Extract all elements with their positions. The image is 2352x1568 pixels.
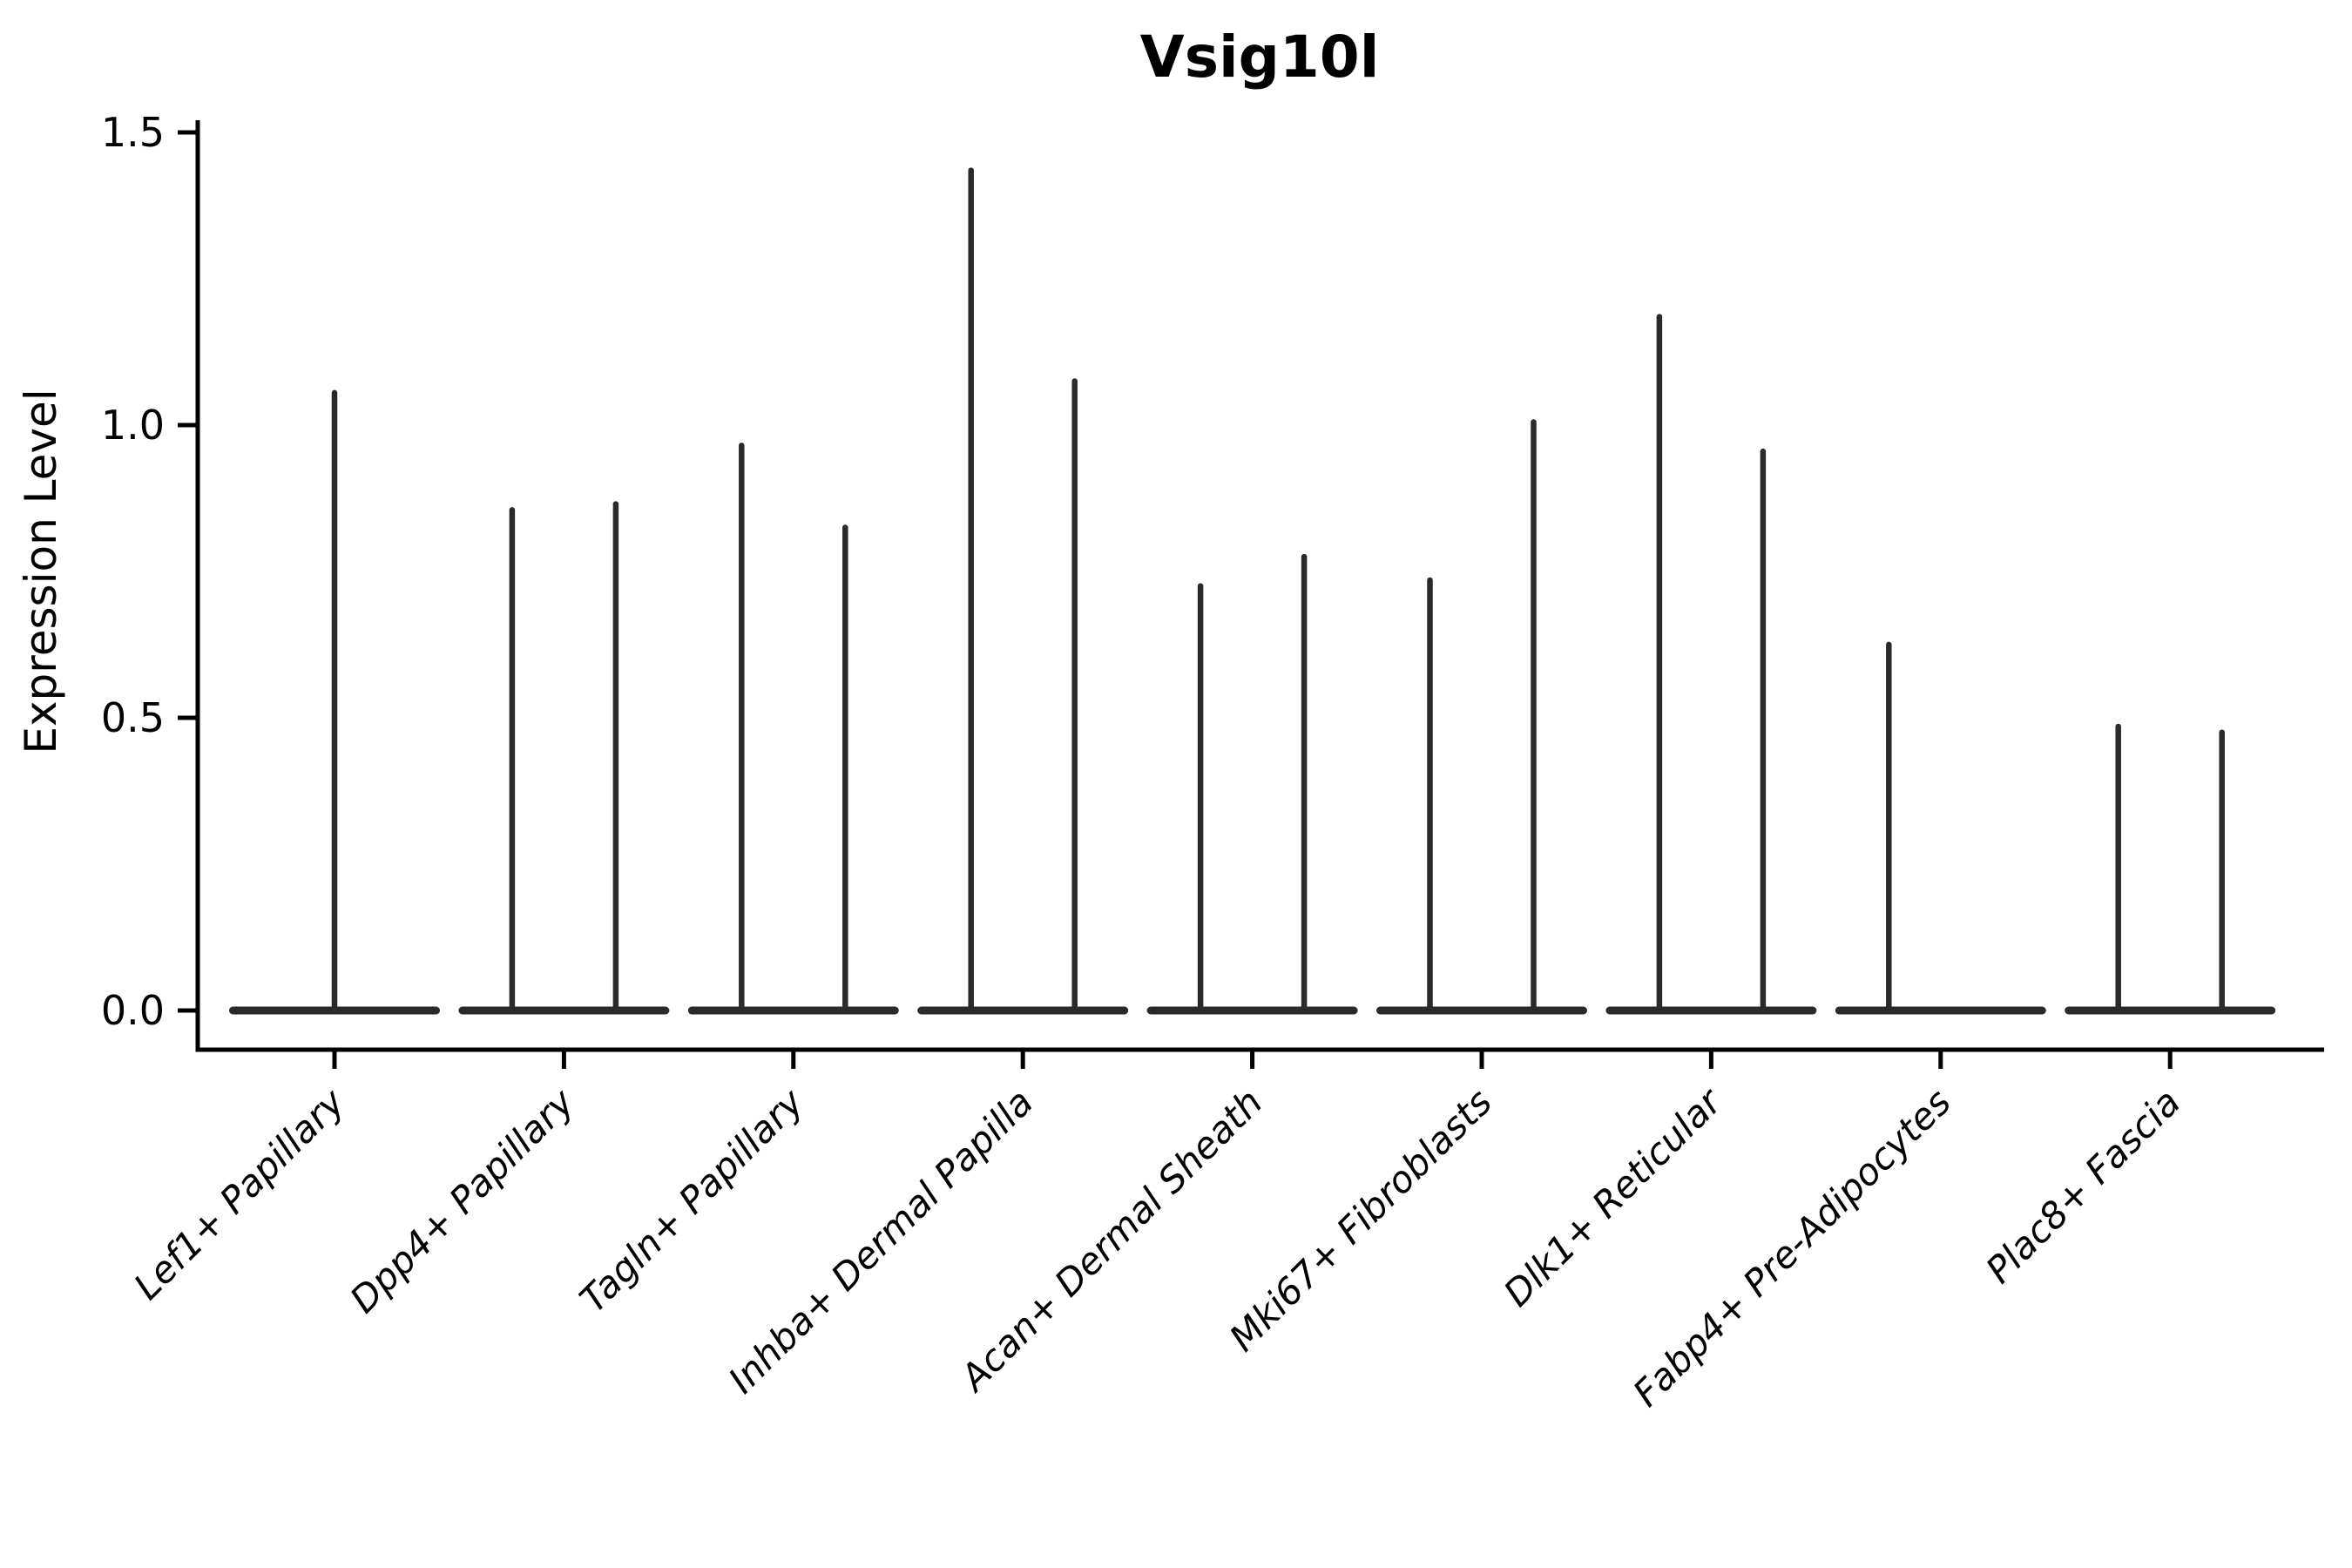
violin-base [1835,1006,2046,1015]
violin-spike [1760,448,1767,1010]
violin-base [687,1006,899,1015]
violin-spike [1427,577,1433,1010]
violin-spike [612,501,619,1010]
y-tick-label: 1.0 [101,402,165,449]
x-tick-label: Lef1+ Papillary [125,1080,354,1308]
violin-spike [739,443,745,1010]
chart-title: Vsig10l [1140,24,1380,91]
violin-base [2065,1006,2276,1015]
y-axis-label: Expression Level [16,389,66,754]
y-axis-ticks: 0.0 0.5 1.0 1.5 [101,109,198,1034]
violin-base [458,1006,670,1015]
violin-base [1146,1006,1358,1015]
violin-spike [1197,583,1204,1010]
y-tick-label: 1.5 [101,109,165,156]
violin-spike [968,167,974,1010]
violin-base [1605,1006,1817,1015]
x-tick-label: Tagln+ Papillary [571,1080,813,1321]
x-tick-label: Dlk1+ Reticular [1496,1078,1732,1315]
violin-spike [2219,729,2225,1010]
violin-spike [1531,419,1537,1010]
x-tick-label: Plac8+ Fascia [1977,1080,2188,1291]
violin-base [1376,1006,1587,1015]
violin-spike [2115,723,2121,1010]
violin-spike [331,389,338,1010]
violin-spike [1301,553,1308,1010]
violin-spike [509,507,516,1010]
y-tick-label: 0.5 [101,694,165,741]
violin-base [917,1006,1129,1015]
violin-spike [842,524,848,1010]
x-tick-label: Mki67+ Fibroblasts [1221,1080,1500,1359]
violin-spike [1656,314,1663,1010]
violin-spike [1071,378,1078,1010]
x-tick-label: Dpp4+ Papillary [341,1080,583,1321]
y-tick-label: 0.0 [101,987,165,1034]
violin-spike [1886,641,1892,1010]
violins [229,167,2276,1015]
